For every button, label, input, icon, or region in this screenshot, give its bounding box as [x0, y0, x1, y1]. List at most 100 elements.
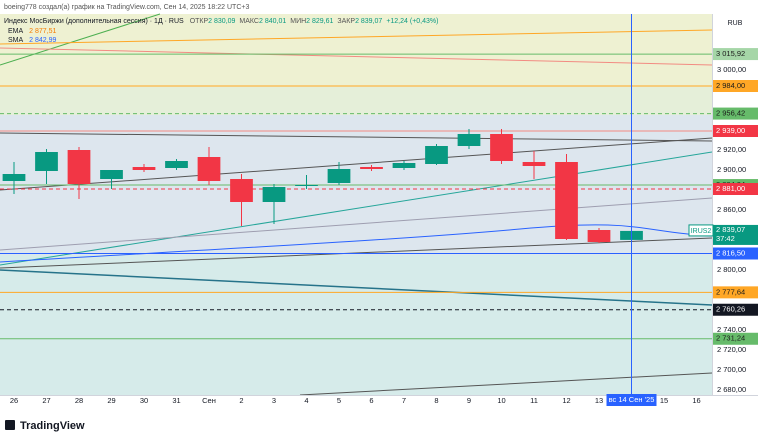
x-tick-label: 27	[42, 396, 50, 405]
candle-body	[132, 167, 156, 170]
stat-label: ОТКР	[190, 18, 209, 25]
countdown: 37:42	[716, 234, 735, 243]
level-label: 2 760,26	[716, 305, 745, 314]
trendline	[0, 224, 713, 263]
candle-body	[35, 152, 58, 171]
crosshair-label: вс 14 Сен '25	[609, 395, 655, 404]
candle-body	[360, 167, 383, 169]
trendline	[0, 29, 713, 45]
x-tick-label: 2	[239, 396, 243, 405]
trendline	[0, 137, 713, 191]
candle-body	[457, 134, 481, 146]
y-tick-label: 3 000,00	[717, 65, 746, 74]
level-badge	[713, 247, 758, 260]
change: +12,24 (+0,43%)	[386, 18, 438, 25]
y-tick-label: 2 720,00	[717, 345, 746, 354]
level-label: 3 015,92	[716, 49, 745, 58]
stat-value: 2 840,01	[259, 18, 286, 25]
candle-body	[230, 179, 253, 202]
level-label: 2 956,42	[716, 109, 745, 118]
level-label: 2 731,24	[716, 334, 745, 343]
x-tick-label: 11	[530, 396, 538, 405]
plot	[0, 53, 712, 340]
stat-value: 2 830,09	[208, 18, 235, 25]
indicator-name: SMA	[8, 37, 24, 44]
level-badge	[713, 107, 758, 120]
price-label: 2 839,07	[716, 225, 745, 234]
indicator-value: 2 877,51	[29, 28, 56, 35]
level-label: 2 816,50	[716, 248, 745, 257]
candle-body	[2, 174, 26, 181]
attribution: boeing778 создал(а) график на TradingVie…	[4, 4, 249, 11]
level-badge	[713, 332, 758, 345]
candle-body	[425, 146, 448, 164]
level-badge	[713, 183, 758, 195]
crosshair-badge	[606, 394, 657, 406]
x-tick-label: 28	[75, 396, 83, 405]
candle-body	[197, 157, 221, 181]
candle-body	[165, 161, 188, 168]
level-badge	[713, 303, 758, 316]
candle-body	[587, 230, 611, 242]
x-tick-label: 15	[660, 396, 668, 405]
y-tick-label: 2 700,00	[717, 365, 746, 374]
x-tick-label: Сен	[202, 396, 216, 405]
logo-mark	[5, 420, 15, 430]
candle-body	[67, 150, 91, 184]
y-tick-label: 2 860,00	[717, 205, 746, 214]
level-label: 2 777,64	[716, 287, 745, 296]
trendline	[299, 372, 713, 396]
trendline	[0, 47, 713, 66]
stat-label: ЗАКР	[337, 18, 355, 25]
x-tick-label: 7	[402, 396, 406, 405]
candle-body	[555, 162, 578, 239]
candle-body	[295, 185, 318, 186]
x-tick-label: 9	[467, 396, 471, 405]
x-tick-label: 12	[562, 396, 570, 405]
x-tick-label: 16	[692, 396, 700, 405]
brand: TradingView	[20, 420, 85, 432]
x-tick-label: 6	[369, 396, 373, 405]
x-tick-label: 29	[107, 396, 115, 405]
indicator-name: EMA	[8, 28, 24, 35]
trendline	[0, 132, 713, 142]
x-tick-label: 30	[140, 396, 148, 405]
x-tick-label: 13	[595, 396, 603, 405]
y-tick-label: 2 900,00	[717, 165, 746, 174]
trendline	[0, 197, 713, 251]
candle-body	[327, 169, 351, 183]
level-badge	[713, 48, 758, 61]
y-tick-label: 2 740,00	[717, 325, 746, 334]
candle-body	[490, 134, 513, 161]
y-tick-label: 2 800,00	[717, 265, 746, 274]
candle-body	[392, 163, 416, 168]
legend-title: Индекс МосБиржи (дополнительная сессия) …	[4, 18, 184, 25]
level-badge	[713, 286, 758, 299]
x-tick-label: 3	[272, 396, 276, 405]
x-tick-label: 8	[434, 396, 438, 405]
currency: RUB	[728, 20, 743, 27]
x-tick-label: 4	[304, 396, 308, 405]
candle-body	[100, 170, 123, 179]
stat-label: МИН	[290, 18, 306, 25]
level-badge	[713, 80, 758, 92]
x-tick-label: 5	[337, 396, 341, 405]
x-tick-label: 31	[172, 396, 180, 405]
level-label: 2 881,00	[716, 184, 745, 193]
stat-label: МАКС	[239, 18, 259, 25]
level-label: 2 939,00	[716, 126, 745, 135]
zone	[0, 87, 712, 115]
x-tick-label: 26	[10, 396, 18, 405]
trendline	[0, 151, 713, 266]
zone	[0, 255, 712, 395]
brand-logo: TradingView	[5, 420, 85, 432]
symbol: IRUS2	[691, 228, 712, 235]
indicator-value: 2 842,99	[29, 37, 56, 44]
trendline	[0, 269, 713, 306]
y-tick-label: 2 680,00	[717, 385, 746, 394]
candle-body	[522, 162, 546, 166]
stat-value: 2 829,61	[306, 18, 333, 25]
candle-body	[262, 187, 286, 202]
x-tick-label: 10	[497, 396, 505, 405]
